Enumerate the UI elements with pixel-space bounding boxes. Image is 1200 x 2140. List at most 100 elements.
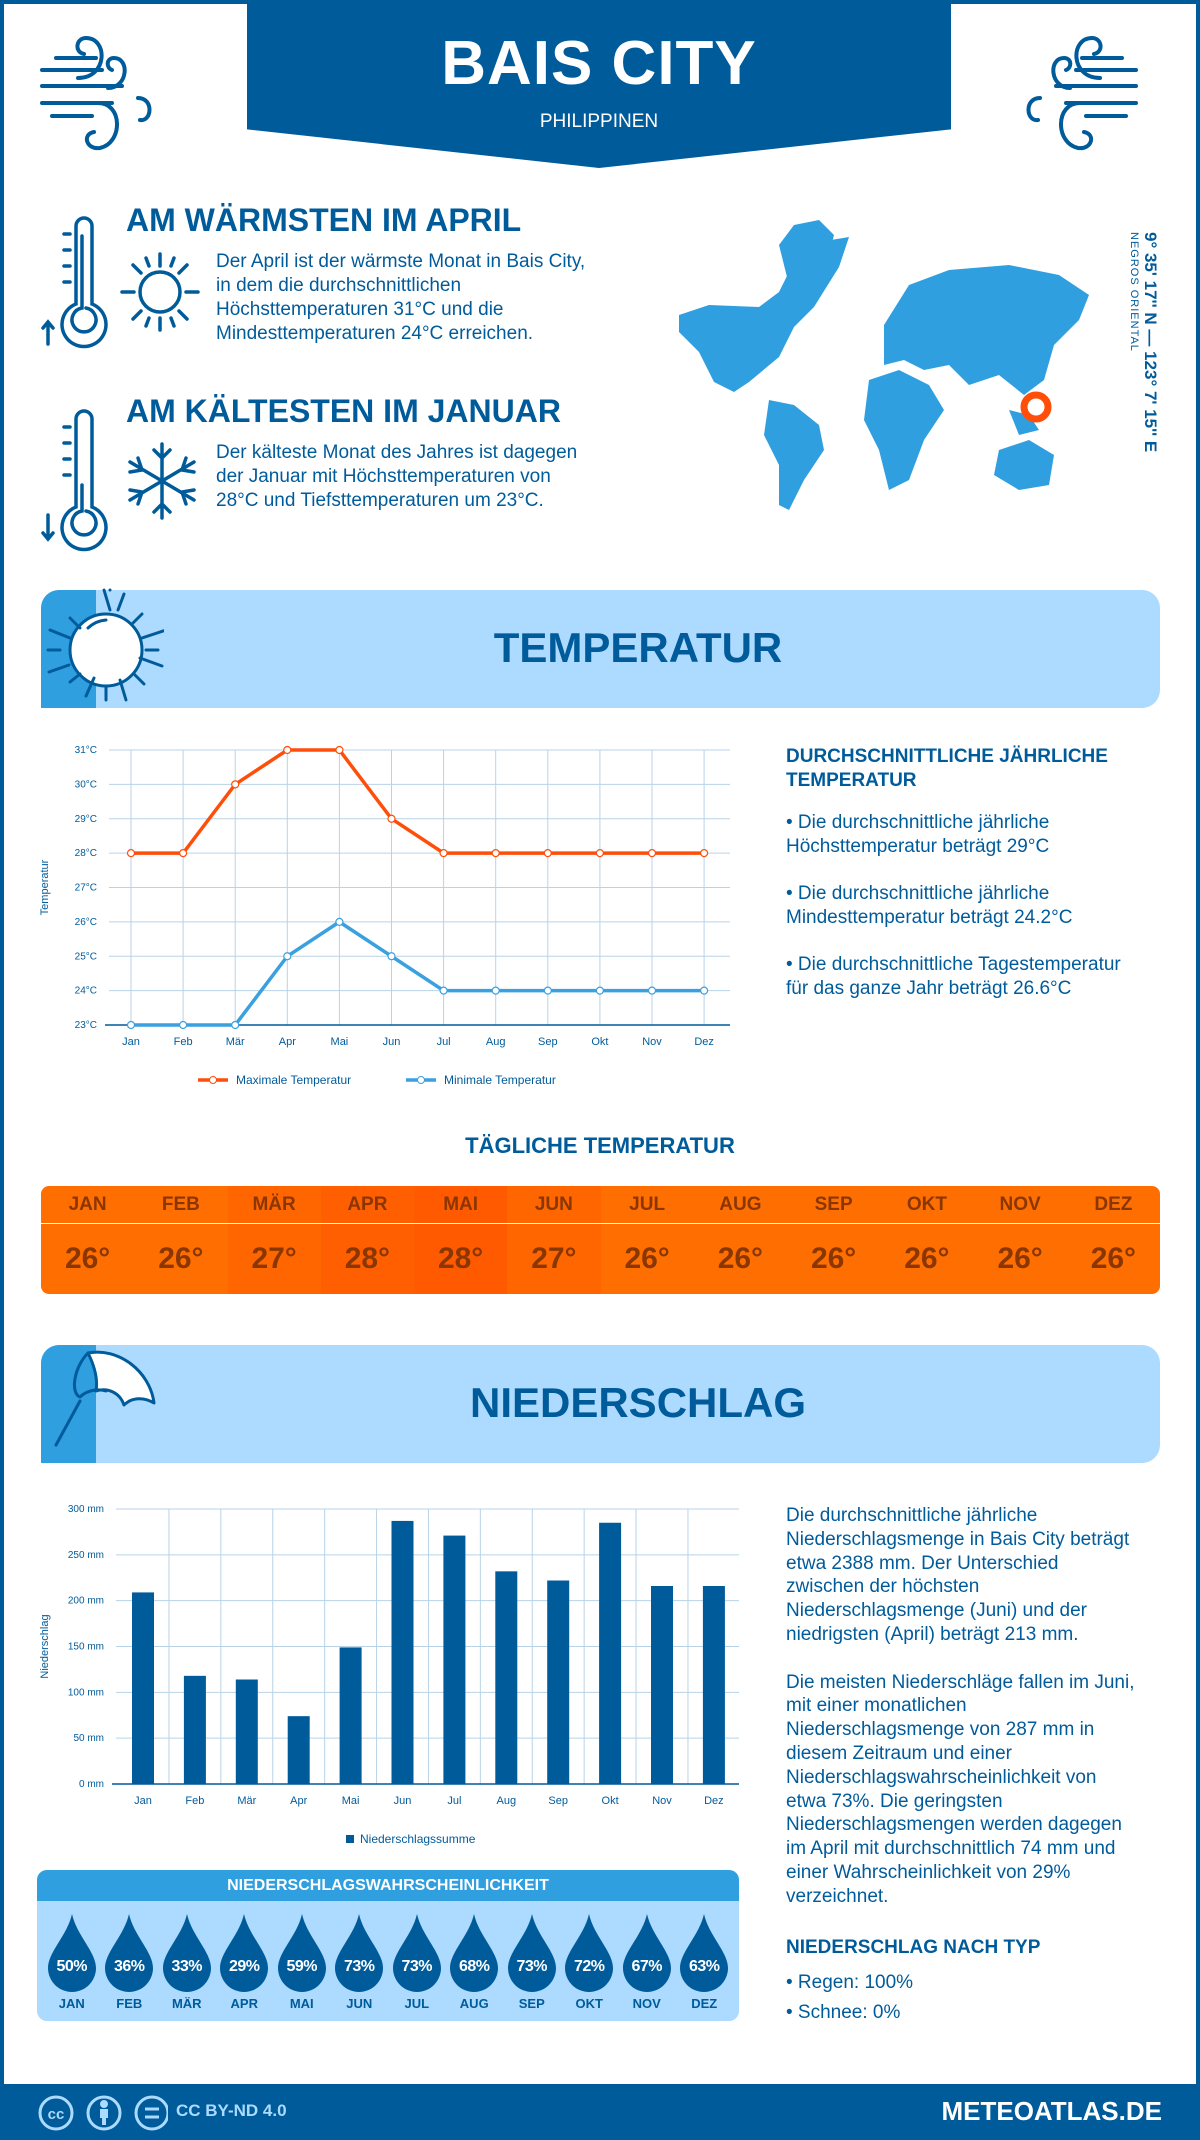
text-line: Die meisten Niederschläge fallen im Juni… (786, 1671, 1135, 1693)
precip-type-list: • Regen: 100% • Schnee: 0% (786, 1968, 913, 2028)
daily-month: AUG (693, 1186, 787, 1224)
data-point (283, 745, 292, 755)
warmest-text: Der April ist der wärmste Monat in Bais … (216, 250, 585, 346)
data-point (439, 986, 448, 995)
text-line: 28°C und Tiefsttemperaturen um 23°C. (216, 490, 544, 511)
legend-marker (209, 1076, 217, 1084)
text-line: Höchsttemperaturen 31°C und die (216, 299, 504, 320)
probability-item: 67% NOV (618, 1901, 676, 2011)
series-line (131, 748, 705, 855)
raindrop-icon: 36% (104, 1914, 154, 1992)
x-tick-label: Nov (652, 1795, 672, 1807)
data-point (543, 849, 552, 858)
umbrella-icon (54, 1350, 156, 1447)
probability-month: APR (230, 1996, 258, 2011)
y-tick-label: 31°C (75, 745, 97, 756)
y-tick-label: 26°C (75, 917, 97, 928)
probability-value: 67% (631, 1958, 663, 1975)
daily-temp-cell: JUN 27° (507, 1186, 601, 1294)
y-tick-label: 150 mm (68, 1642, 104, 1653)
daily-month: MÄR (227, 1186, 321, 1224)
thermometer-down-icon (41, 409, 108, 552)
bullet-line: • Die durchschnittliche jährliche (786, 812, 1050, 833)
daily-month: NOV (973, 1186, 1067, 1224)
daily-month: APR (320, 1186, 414, 1224)
probability-value: 72% (573, 1958, 605, 1975)
raindrop-icon: 68% (449, 1914, 499, 1992)
banner-accent (41, 1345, 96, 1463)
probability-month: OKT (575, 1996, 603, 2011)
site-link[interactable]: METEOATLAS.DE (941, 2096, 1162, 2126)
y-axis-label: Temperatur (39, 859, 51, 915)
raindrop-icon: 73% (507, 1914, 557, 1992)
daily-value: 27° (251, 1242, 297, 1275)
data-point (595, 849, 605, 858)
bullet-line: Mindesttemperatur beträgt 24.2°C (786, 907, 1073, 928)
raindrop-icon: 59% (277, 1914, 327, 1992)
data-point (231, 780, 240, 789)
text-line: Mindesttemperaturen 24°C erreichen. (216, 323, 534, 344)
probability-item: 29% APR (216, 1901, 274, 2011)
probability-item: 50% JAN (43, 1901, 101, 2011)
text-line: einer Wahrscheinlichkeit von 29% (786, 1861, 1071, 1883)
bullet-line: • Die durchschnittliche Tagestemperatur (786, 954, 1121, 975)
data-point (179, 1020, 188, 1030)
bar (287, 1716, 310, 1784)
annual-temp-heading: DURCHSCHNITTLICHE JÄHRLICHE TEMPERATUR (786, 746, 1108, 791)
daily-temp-cell: OKT 26° (880, 1186, 974, 1294)
probability-month: MAI (289, 1996, 314, 2011)
y-tick-label: 25°C (75, 951, 97, 962)
x-tick-label: Sep (538, 1036, 558, 1048)
x-tick-label: Jul (447, 1795, 461, 1807)
y-tick-label: 250 mm (68, 1550, 104, 1561)
probability-value: 36% (113, 1958, 145, 1975)
bar (702, 1586, 725, 1784)
probability-value: 73% (343, 1958, 375, 1975)
footer: cc CC BY-ND 4.0 METEOATLAS.DE (0, 2084, 1200, 2140)
y-tick-label: 28°C (75, 848, 97, 859)
data-point (647, 849, 657, 858)
probability-item: 59% MAI (273, 1901, 331, 2011)
text-line: Niederschlagswahrscheinlichkeit von (786, 1766, 1097, 1788)
text-line: verzeichnet. (786, 1885, 889, 1907)
bullet-line: für das ganze Jahr beträgt 26.6°C (786, 978, 1072, 999)
x-tick-label: Jun (394, 1795, 412, 1807)
raindrop-icon: 63% (679, 1914, 729, 1992)
text-line: Die durchschnittliche jährliche (786, 1505, 1038, 1526)
precip-probability-box: NIEDERSCHLAGSWAHRSCHEINLICHKEIT 50% JAN 36… (37, 1870, 739, 2021)
region-text: NEGROS ORIENTAL (1128, 232, 1140, 352)
annual-temp-bullets: • Die durchschnittliche jährliche Höchstt… (786, 811, 1121, 1001)
x-tick-label: Mär (237, 1795, 256, 1807)
raindrop-icon: 50% (47, 1914, 97, 1992)
y-tick-label: 300 mm (68, 1504, 104, 1515)
legend-marker (417, 1076, 425, 1084)
y-tick-label: 27°C (75, 883, 97, 894)
daily-value: 26° (717, 1242, 764, 1275)
data-point (595, 986, 605, 995)
daily-month: OKT (880, 1186, 974, 1224)
probability-item: 63% DEZ (676, 1901, 734, 2011)
bar (651, 1586, 673, 1784)
city-title: BAIS CITY (441, 29, 757, 98)
daily-value: 26° (904, 1242, 950, 1275)
daily-month: JAN (41, 1186, 135, 1224)
data-point (335, 917, 344, 926)
daily-value: 26° (158, 1242, 204, 1275)
probability-item: 73% SEP (503, 1901, 561, 2011)
coordinates: 9° 35' 17'' N — 123° 7' 15'' E NEGROS OR… (1128, 232, 1160, 492)
temperature-section-banner: TEMPERATUR (41, 590, 1160, 708)
series-line (131, 919, 705, 1027)
daily-temp-cell: FEB 26° (134, 1186, 228, 1294)
probability-item: 68% AUG (446, 1901, 504, 2011)
text-line: etwa 2388 mm. Der Unterschied (786, 1552, 1059, 1574)
header-banner (247, 0, 951, 168)
raindrop-icon: 67% (622, 1914, 672, 1992)
license-text: CC BY-ND 4.0 (176, 2101, 287, 2120)
probability-item: 73% JUL (388, 1901, 446, 2011)
probability-drops: 50% JAN 36% FEB 33% MÄR 29% APR 59% MAI 73% JUN 73% J… (37, 1901, 739, 2011)
x-tick-label: Apr (290, 1795, 307, 1807)
bar (443, 1535, 466, 1784)
thermometer-up-icon (41, 216, 108, 349)
probability-value: 73% (516, 1958, 548, 1975)
probability-value: 33% (171, 1958, 203, 1975)
